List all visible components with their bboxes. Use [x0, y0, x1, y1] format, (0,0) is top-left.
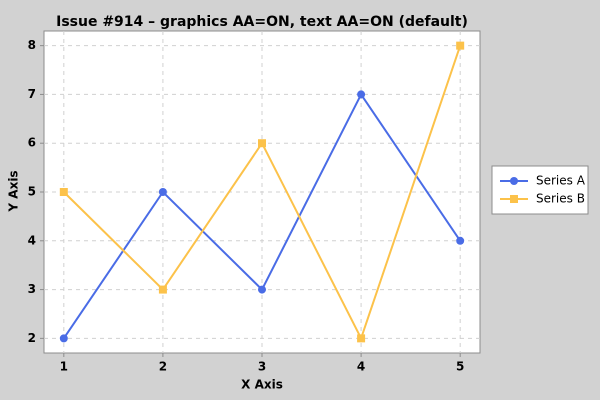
legend-label: Series B	[536, 192, 585, 206]
marker	[357, 90, 366, 99]
chart-title: Issue #914 – graphics AA=ON, text AA=ON …	[56, 14, 468, 30]
x-tick-label: 3	[258, 360, 266, 374]
marker	[258, 285, 266, 294]
marker	[357, 334, 366, 343]
legend-label: Series A	[536, 174, 586, 188]
x-axis-label: X Axis	[241, 378, 283, 392]
x-tick-label: 2	[159, 360, 167, 374]
marker	[258, 139, 266, 148]
marker	[456, 41, 465, 50]
marker	[59, 334, 68, 343]
marker	[59, 188, 68, 196]
marker	[158, 188, 167, 196]
y-tick-label: 2	[28, 331, 36, 345]
x-tick-label: 5	[456, 360, 464, 374]
x-tick-label: 1	[60, 360, 68, 374]
y-tick-label: 5	[28, 185, 36, 199]
y-tick-label: 6	[28, 136, 36, 150]
y-tick-label: 7	[28, 87, 36, 101]
legend-box	[491, 165, 589, 215]
legend-marker	[510, 177, 518, 185]
marker	[456, 236, 465, 245]
y-tick-label: 3	[28, 282, 36, 296]
marker	[158, 285, 167, 294]
x-tick-label: 4	[357, 360, 365, 374]
y-axis-label: Y Axis	[7, 170, 21, 212]
legend-marker	[510, 195, 518, 203]
y-tick-label: 8	[28, 38, 36, 52]
y-tick-label: 4	[28, 233, 36, 247]
